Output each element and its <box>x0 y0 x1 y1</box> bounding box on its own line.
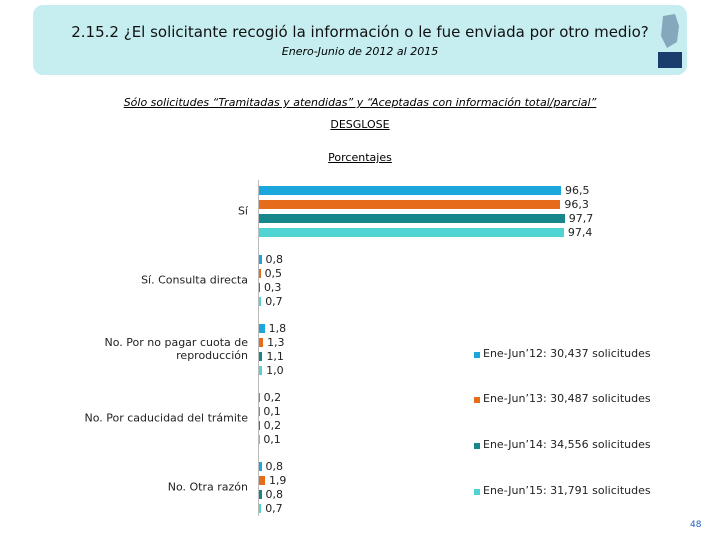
note: Sólo solicitudes “Tramitadas y atendidas… <box>123 96 597 109</box>
category-label: No. Por no pagar cuota de reproducción <box>104 336 248 362</box>
value-label: 97,4 <box>567 226 593 239</box>
bar <box>259 490 262 499</box>
bar <box>259 186 562 195</box>
bar <box>259 200 561 209</box>
page-number: 48 <box>690 520 702 530</box>
bar <box>259 324 265 333</box>
value-label: 0,1 <box>263 405 281 418</box>
bar <box>259 421 260 430</box>
bar <box>259 269 261 278</box>
value-label: 0,8 <box>265 488 284 501</box>
legend-swatch <box>474 352 480 358</box>
legend-swatch <box>474 443 480 449</box>
value-label: 0,3 <box>263 281 282 294</box>
bar <box>259 393 260 402</box>
legend-label: Ene-Jun’12: 30,437 solicitudes <box>483 347 651 360</box>
value-label: 1,9 <box>268 474 287 487</box>
value-label: 96,3 <box>564 198 589 211</box>
value-label: 0,7 <box>265 502 283 515</box>
category-label: Sí <box>237 204 248 218</box>
bar <box>259 297 262 306</box>
value-label: 0,2 <box>263 419 282 432</box>
unit-label: Porcentajes <box>328 151 392 164</box>
value-label: 1,8 <box>268 322 287 335</box>
value-label: 0,1 <box>263 433 281 446</box>
legend-swatch <box>474 489 480 495</box>
value-label: 0,5 <box>264 267 283 280</box>
bar <box>259 283 260 292</box>
legend-label: Ene-Jun’15: 31,791 solicitudes <box>483 484 651 497</box>
bar <box>259 228 564 237</box>
value-label: 97,7 <box>568 212 594 225</box>
bar <box>259 214 565 223</box>
category-label: Sí. Consulta directa <box>141 273 248 287</box>
chart-subtitle: Enero-Junio de 2012 al 2015 <box>281 45 439 58</box>
bar <box>259 338 264 347</box>
value-label: 0,8 <box>265 460 284 473</box>
heading: DESGLOSE <box>330 118 390 131</box>
value-label: 1,3 <box>267 336 285 349</box>
header-box <box>33 5 687 75</box>
bar <box>259 504 262 513</box>
bar <box>259 476 265 485</box>
category-label: No. Por caducidad del trámite <box>84 411 248 425</box>
category-label: No. Otra razón <box>167 480 248 494</box>
legend-swatch <box>474 397 480 403</box>
value-label: 1,0 <box>266 364 284 377</box>
legend-label: Ene-Jun’14: 34,556 solicitudes <box>483 438 651 451</box>
value-label: 0,2 <box>263 391 282 404</box>
chart-title: 2.15.2 ¿El solicitante recogió la inform… <box>71 23 649 41</box>
legend-label: Ene-Jun’13: 30,487 solicitudes <box>483 392 651 405</box>
logo <box>658 14 682 68</box>
value-label: 96,5 <box>565 184 590 197</box>
bar <box>259 462 262 471</box>
bar <box>259 255 262 264</box>
bar <box>259 366 263 375</box>
value-label: 1,1 <box>266 350 284 363</box>
value-label: 0,7 <box>265 295 283 308</box>
bar <box>259 352 263 361</box>
value-label: 0,8 <box>265 253 284 266</box>
axis-line <box>258 180 259 516</box>
